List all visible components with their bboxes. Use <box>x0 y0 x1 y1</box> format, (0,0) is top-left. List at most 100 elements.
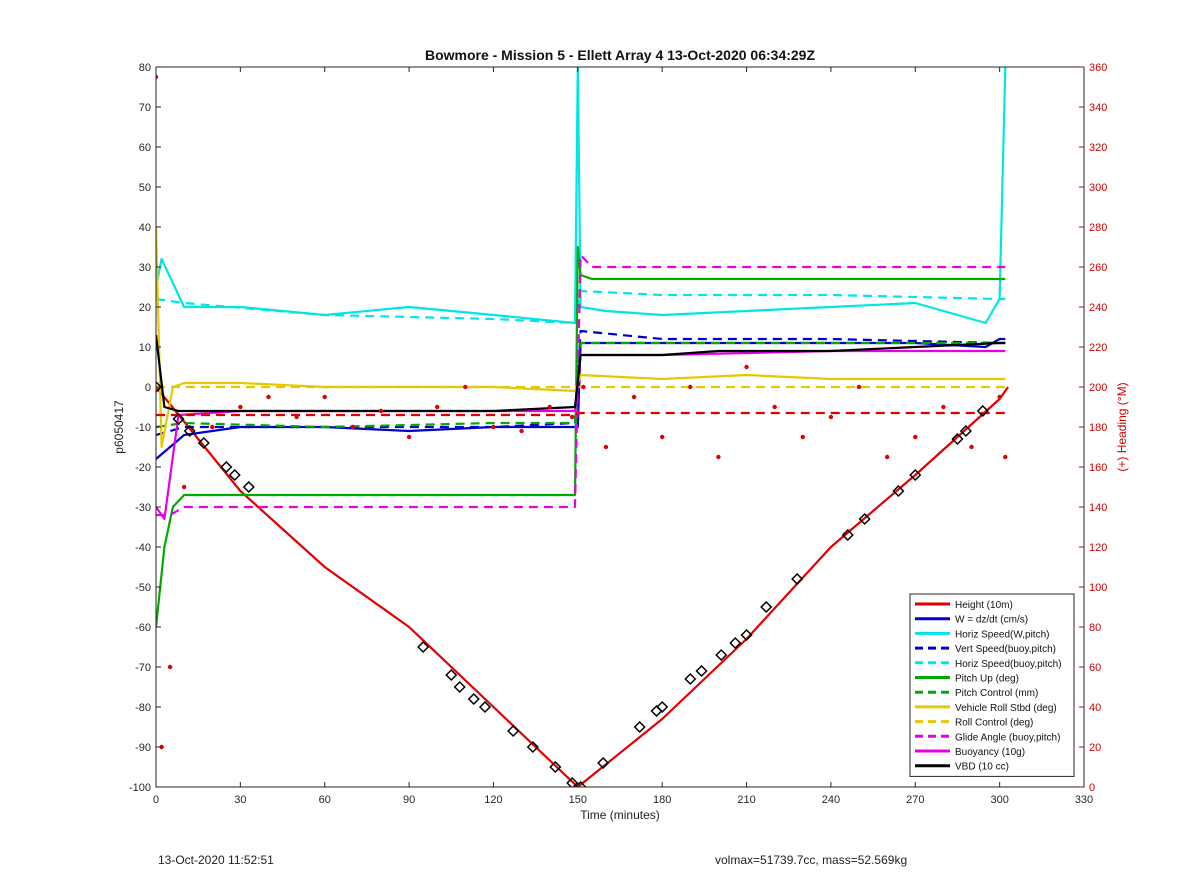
height-sample-marker <box>858 512 871 526</box>
y-tick-label-right: 20 <box>1089 742 1101 754</box>
x-tick-label: 240 <box>822 794 840 806</box>
x-tick-label: 120 <box>484 794 502 806</box>
series-line-vbd-10-cc <box>156 334 1006 413</box>
height-sample-marker <box>574 780 587 787</box>
heading-point <box>210 424 215 430</box>
y-tick-label-left: 80 <box>139 62 151 74</box>
heading-point <box>631 394 637 400</box>
legend-label-vert-speed-buoy-pitch: Vert Speed(buoy,pitch) <box>955 644 1056 655</box>
series-line-height-10m <box>156 386 1009 787</box>
y-tick-label-right: 100 <box>1089 582 1107 594</box>
heading-point <box>800 434 805 440</box>
y-tick-label-left: 70 <box>139 102 151 114</box>
height-sample-marker <box>566 776 579 787</box>
y-tick-label-left: 50 <box>139 182 151 194</box>
height-sample-marker <box>841 528 854 542</box>
x-tick-label: 210 <box>737 794 755 806</box>
y-tick-label-left: -70 <box>135 662 151 674</box>
heading-point <box>435 404 440 410</box>
y-tick-label-right: 320 <box>1089 142 1107 154</box>
x-tick-label: 0 <box>153 794 159 806</box>
y-tick-label-left: 0 <box>145 382 151 394</box>
height-sample-marker <box>220 460 233 474</box>
y-tick-label-left: 60 <box>139 142 151 154</box>
legend-label-pitch-up-deg: Pitch Up (deg) <box>955 674 1019 685</box>
y-tick-label-right: 60 <box>1089 662 1101 674</box>
heading-point <box>181 484 187 490</box>
x-axis-label: Time (minutes) <box>580 808 660 822</box>
footer-volmax-mass: volmax=51739.7cc, mass=52.569kg <box>715 853 908 867</box>
height-sample-marker <box>740 628 753 642</box>
heading-point <box>406 434 412 440</box>
x-tick-label: 60 <box>319 794 331 806</box>
heading-point <box>772 404 777 410</box>
y-tick-label-right: 340 <box>1089 102 1107 114</box>
height-sample-marker <box>695 664 708 678</box>
y-axis-label-left: p6050417 <box>112 400 126 454</box>
height-sample-marker <box>715 648 728 662</box>
y-tick-label-left: -20 <box>135 462 151 474</box>
legend-label-horiz-speed-w-pitch: Horiz Speed(W,pitch) <box>955 629 1049 640</box>
height-sample-marker <box>197 436 210 450</box>
height-sample-marker <box>633 720 646 734</box>
heading-point <box>884 454 890 460</box>
height-sample-marker <box>228 468 241 482</box>
y-tick-label-right: 360 <box>1089 62 1107 74</box>
legend-label-height-10m: Height (10m) <box>955 600 1013 611</box>
heading-point <box>581 384 586 390</box>
height-sample-marker <box>453 680 466 694</box>
heading-point <box>569 414 575 420</box>
y-tick-label-right: 160 <box>1089 462 1107 474</box>
y-tick-label-right: 260 <box>1089 262 1107 274</box>
heading-point <box>491 424 496 430</box>
heading-point <box>716 454 721 460</box>
height-sample-marker <box>729 636 742 650</box>
heading-point <box>603 444 609 450</box>
heading-point <box>688 384 693 390</box>
y-tick-label-right: 180 <box>1089 422 1107 434</box>
heading-point <box>519 428 524 434</box>
heading-point <box>969 444 974 450</box>
y-tick-label-left: 40 <box>139 222 151 234</box>
legend-label-vbd-10-cc: VBD (10 cc) <box>955 762 1009 773</box>
y-tick-label-right: 240 <box>1089 302 1107 314</box>
x-tick-label: 30 <box>234 794 246 806</box>
tick-layer: 0 30 60 90 120 150 180 210 240 270 300 330-100-90-8… <box>129 62 1107 806</box>
height-sample-marker <box>445 668 458 682</box>
height-sample-marker <box>959 424 972 438</box>
y-tick-label-right: 40 <box>1089 702 1101 714</box>
heading-point <box>167 664 173 670</box>
height-sample-marker <box>242 480 255 494</box>
heading-point <box>238 404 243 410</box>
x-tick-label: 330 <box>1075 794 1093 806</box>
height-sample-marker <box>467 692 480 706</box>
x-tick-label: 270 <box>906 794 924 806</box>
y-tick-label-left: 30 <box>139 262 151 274</box>
y-tick-label-right: 220 <box>1089 342 1107 354</box>
footer-timestamp: 13-Oct-2020 11:52:51 <box>158 853 274 867</box>
y-tick-label-right: 140 <box>1089 502 1107 514</box>
y-tick-label-left: -50 <box>135 582 151 594</box>
heading-point <box>547 404 552 410</box>
heading-point <box>659 434 665 440</box>
legend-label-w-dz-dt-cm-s: W = dz/dt (cm/s) <box>955 615 1028 626</box>
y-tick-label-left: -80 <box>135 702 151 714</box>
heading-point <box>159 744 164 750</box>
height-sample-marker <box>909 468 922 482</box>
legend-label-vehicle-roll-stbd-deg: Vehicle Roll Stbd (deg) <box>955 703 1057 714</box>
heading-point <box>322 394 327 400</box>
height-sample-marker <box>183 424 196 438</box>
height-sample-marker <box>478 700 492 714</box>
marker-layer <box>156 380 989 787</box>
series-line-pitch-control-mm <box>156 341 1006 429</box>
y-tick-label-left: -30 <box>135 502 151 514</box>
heading-point <box>856 384 862 390</box>
height-sample-marker <box>156 380 163 394</box>
legend-label-glide-angle-buoy-pitch: Glide Angle (buoy,pitch) <box>955 732 1060 743</box>
series-line-pitch-up-deg <box>156 245 1006 628</box>
y-tick-label-left: -60 <box>135 622 151 634</box>
height-sample-marker <box>597 756 610 770</box>
y-tick-label-left: 10 <box>139 342 151 354</box>
height-sample-marker <box>526 740 539 754</box>
